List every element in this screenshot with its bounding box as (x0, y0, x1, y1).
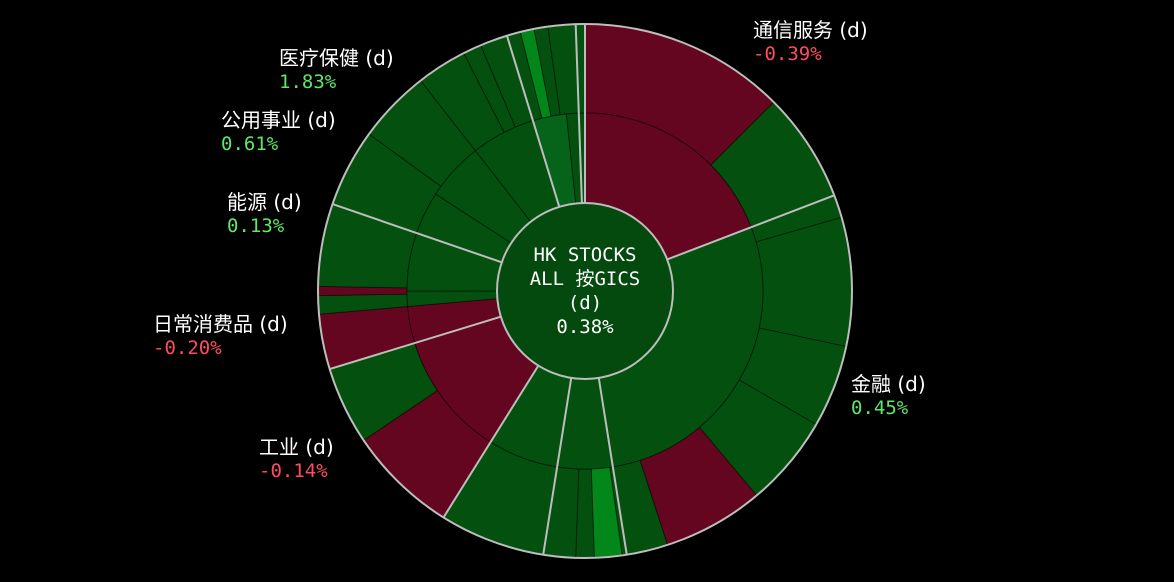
chart-border (317, 23, 853, 559)
sector-divider (442, 365, 540, 518)
sector-change: 0.13% (227, 215, 285, 237)
center-line-3: (d) (567, 292, 603, 314)
sector-change: 0.61% (221, 133, 279, 155)
sector-name: 公用事业 (d) (221, 108, 336, 132)
center-line-1: HK STOCKS (533, 244, 637, 266)
sector-name: 工业 (d) (259, 435, 334, 459)
sector-label-industrials[interactable]: 工业 (d) -0.14% (259, 435, 334, 483)
inner-ring (406, 112, 764, 470)
sector-dividers (329, 24, 835, 555)
outer-ring (317, 23, 853, 559)
sector-change: -0.14% (259, 460, 328, 482)
sector-divider (332, 203, 503, 264)
sector-label-financials[interactable]: 金融 (d) 0.45% (851, 372, 926, 420)
center-value: 0.38% (556, 316, 614, 338)
sector-divider (597, 377, 628, 555)
sector-name: 金融 (d) (851, 372, 926, 396)
sector-name: 医疗保健 (d) (279, 46, 394, 70)
sector-change: -0.20% (153, 337, 222, 359)
center-disc[interactable] (496, 202, 674, 380)
sector-divider (574, 24, 583, 204)
sector-change: 0.45% (851, 397, 909, 419)
sector-divider (505, 35, 561, 208)
center-line-2: ALL 按GICS (529, 268, 641, 290)
sector-label-health-care[interactable]: 医疗保健 (d) 1.83% (279, 46, 394, 94)
sector-change: 1.83% (279, 71, 337, 93)
sector-change: -0.39% (753, 43, 822, 65)
sector-label-communication[interactable]: 通信服务 (d) -0.39% (753, 18, 868, 66)
sector-name: 能源 (d) (227, 190, 302, 214)
sector-divider (329, 315, 502, 371)
sector-name: 日常消费品 (d) (153, 312, 288, 336)
sector-label-consumer-staples[interactable]: 日常消费品 (d) -0.20% (153, 312, 288, 360)
sector-label-utilities[interactable]: 公用事业 (d) 0.61% (221, 108, 336, 156)
sector-divider (542, 377, 573, 555)
sector-name: 通信服务 (d) (753, 18, 868, 42)
sector-label-energy[interactable]: 能源 (d) 0.13% (227, 190, 302, 238)
center-label[interactable]: HK STOCKS ALL 按GICS (d) 0.38% (497, 203, 673, 379)
sector-divider (666, 194, 835, 261)
